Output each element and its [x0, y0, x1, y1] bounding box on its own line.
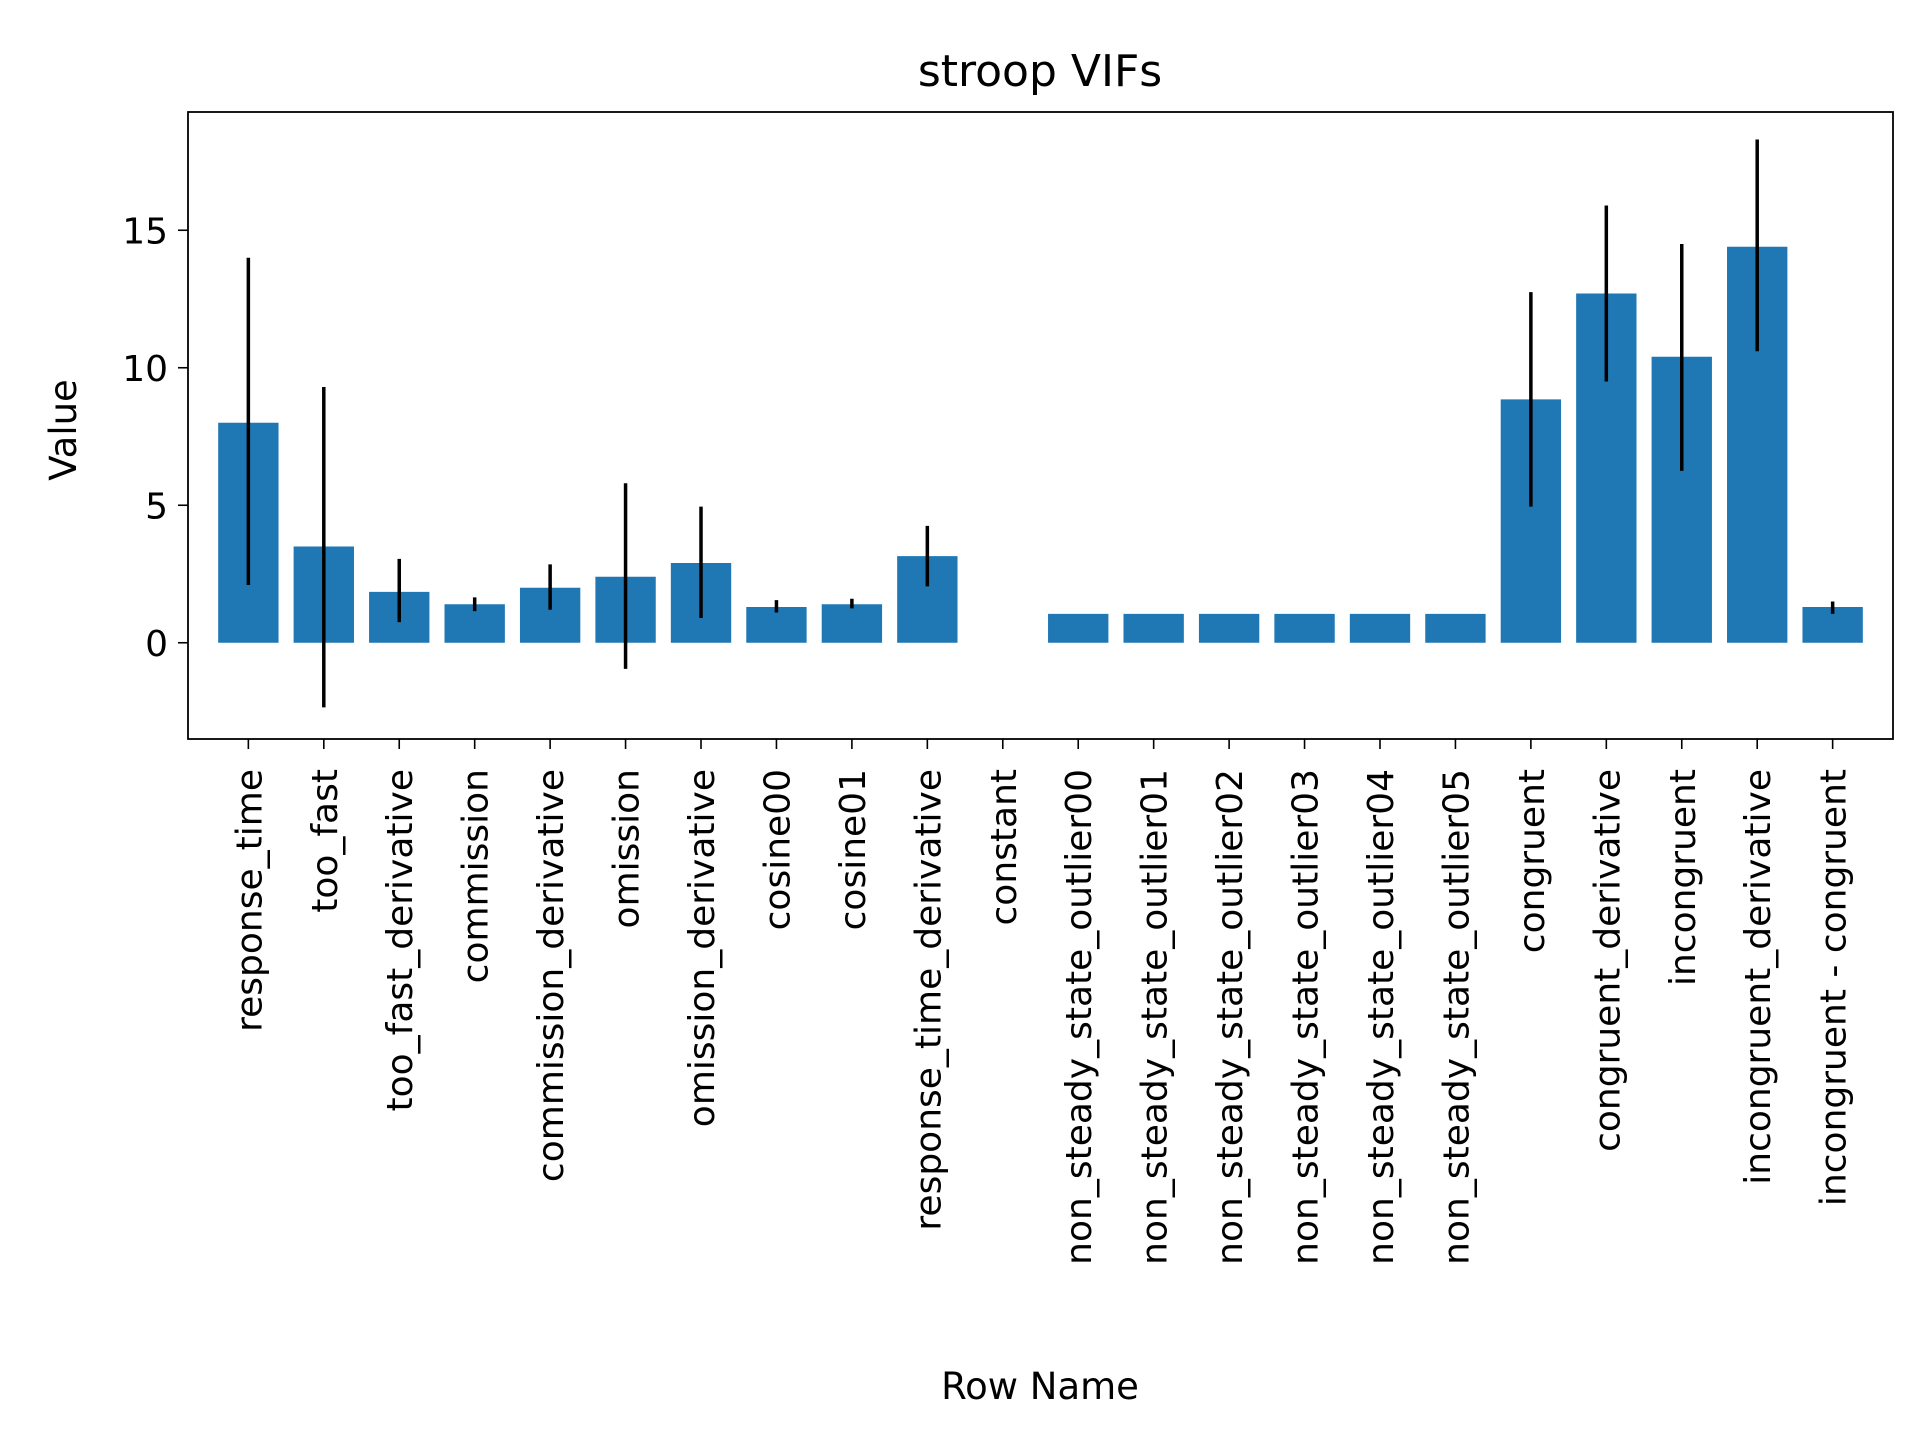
- x-tick-label: non_steady_state_outlier01: [1135, 769, 1176, 1265]
- y-axis-label: Value: [42, 379, 85, 481]
- x-tick-label: incongruent - congruent: [1814, 769, 1855, 1206]
- x-tick-label: congruent: [1512, 769, 1553, 953]
- x-tick-label: omission_derivative: [682, 769, 723, 1127]
- chart-title: stroop VIFs: [918, 46, 1162, 97]
- y-tick-label: 0: [145, 624, 168, 665]
- x-tick-label: non_steady_state_outlier02: [1210, 769, 1251, 1265]
- x-tick-label: incongruent_derivative: [1738, 769, 1779, 1185]
- bar: [1198, 613, 1260, 643]
- x-tick-label: non_steady_state_outlier05: [1436, 769, 1477, 1265]
- x-tick-label: commission: [456, 769, 497, 983]
- x-tick-label: non_steady_state_outlier04: [1361, 769, 1402, 1265]
- bar: [1048, 613, 1109, 643]
- x-tick-label: response_time: [229, 769, 270, 1032]
- bar: [1123, 613, 1184, 643]
- y-tick-label: 15: [122, 211, 168, 252]
- x-tick-label: non_steady_state_outlier03: [1286, 769, 1327, 1265]
- x-tick-label: cosine00: [757, 769, 798, 930]
- x-tick-label: cosine01: [833, 769, 874, 930]
- plot-frame: [187, 111, 1894, 740]
- x-axis-label: Row Name: [941, 1365, 1139, 1408]
- x-tick-label: response_time_derivative: [908, 769, 949, 1231]
- x-tick-label: omission: [607, 769, 648, 928]
- bar: [746, 607, 807, 643]
- y-tick-label: 10: [122, 349, 168, 390]
- x-tick-label: non_steady_state_outlier00: [1059, 769, 1100, 1265]
- x-tick-label: incongruent: [1663, 769, 1704, 986]
- x-tick-label: congruent_derivative: [1587, 769, 1628, 1152]
- bar: [1425, 613, 1486, 643]
- x-tick-label: constant: [984, 769, 1025, 926]
- x-tick-label: too_fast: [305, 769, 346, 913]
- bar: [821, 604, 883, 643]
- bar: [1349, 613, 1411, 643]
- bar: [1274, 613, 1335, 643]
- plot-area: response_time too_fast too_fast_derivative…: [122, 111, 1894, 1265]
- x-tick-label: too_fast_derivative: [380, 769, 421, 1112]
- x-tick-label: commission_derivative: [531, 769, 572, 1182]
- y-tick-label: 5: [145, 486, 168, 527]
